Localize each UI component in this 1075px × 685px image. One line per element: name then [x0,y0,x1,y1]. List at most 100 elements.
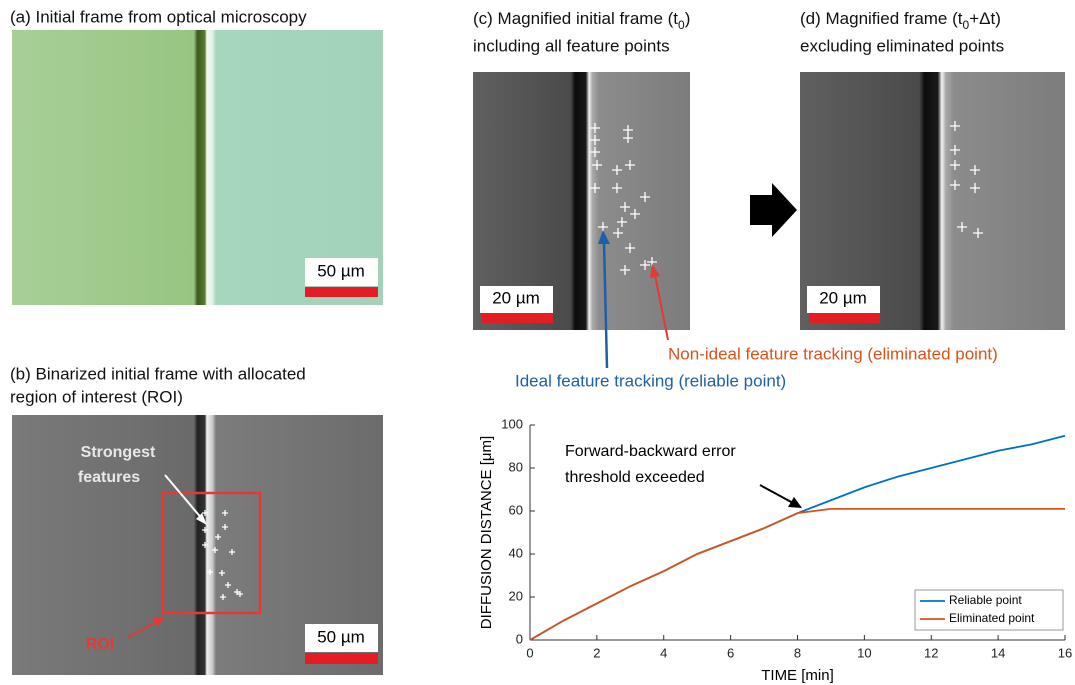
feature-point [640,192,650,202]
panel-title: excluding eliminated points [800,36,1004,55]
x-tick-label: 12 [924,645,938,660]
scale-bar [305,653,378,664]
feature-point [219,570,225,576]
feature-point [617,217,627,227]
feature-points [590,123,657,275]
y-tick-label: 60 [509,502,523,517]
y-axis-label: DIFFUSION DISTANCE [μm] [478,436,495,629]
feature-point [590,147,600,157]
feature-point [220,594,226,600]
y-tick-label: 0 [516,631,523,646]
scale-bar [482,313,553,323]
x-tick-label: 6 [727,645,734,660]
legend-label: Reliable point [949,593,1022,607]
feature-point [950,145,960,155]
panel-title: region of interest (ROI) [10,387,183,406]
scale-bar-bg [480,286,553,313]
feature-point [625,243,635,253]
feature-point [592,160,602,170]
scale-bar [305,287,378,297]
scale-bar [809,313,880,323]
feature-point [590,123,600,133]
feature-point [202,542,208,548]
arrow [750,183,797,237]
annotation: ROI [86,636,114,653]
feature-point [625,160,635,170]
panel-title: (a) Initial frame from optical microscop… [10,7,307,26]
x-tick-label: 4 [660,645,667,660]
arrowhead [598,230,610,244]
feature-point [613,228,623,238]
feature-points [950,121,983,238]
arrow [654,274,669,341]
y-tick-label: 40 [509,545,523,560]
scale-bar-label: 50 µm [317,627,365,646]
scale-bar-bg [305,624,378,652]
chart: 0 20 40 60 80 100 0 2 4 6 8 10 12 14 16 TIME [min] DIFFU… [478,416,1072,684]
scale-bar-label: 20 µm [492,288,540,307]
feature-point [229,549,235,555]
feature-point [222,524,228,530]
annotation: Ideal feature tracking (reliable point) [515,371,786,390]
panel-title: (b) Binarized initial frame with allocat… [10,364,306,383]
feature-point [215,534,221,540]
arrowhead [650,264,660,278]
feature-point [970,165,980,175]
arrow [126,619,161,639]
scale-bar-bg [807,286,880,313]
feature-point [612,183,622,193]
feature-point [222,510,228,516]
chart-annotation: threshold exceeded [565,469,705,486]
feature-point [590,183,600,193]
roi-box [161,491,262,615]
feature-point [950,160,960,170]
scale-bar-label: 50 µm [317,261,365,280]
feature-point [640,260,650,270]
line-series [529,507,1065,641]
y-tick-label: 20 [509,588,523,603]
x-tick-label: 2 [593,645,600,660]
feature-point [202,527,208,533]
feature-point [612,165,622,175]
arrow [164,474,204,521]
panel-title: (c) Magnified initial frame (t0) [473,9,690,32]
panel-title: (d) Magnified frame (t0+Δt) [800,9,1001,32]
feature-point [630,209,640,219]
feature-point [973,228,983,238]
feature-point [207,569,213,575]
scale-bar-bg [305,258,378,286]
feature-point [212,547,218,553]
legend-label: Eliminated point [949,611,1035,625]
feature-point [620,265,630,275]
x-tick-label: 14 [991,645,1005,660]
chart-annotation: Forward-backward error [565,443,736,460]
arrowhead [153,617,165,627]
feature-point [623,133,633,143]
x-tick-label: 16 [1058,645,1072,660]
feature-point [957,222,967,232]
x-axis-label: TIME [min] [761,667,834,684]
x-tick-label: 8 [794,645,801,660]
annotation: Non-ideal feature tracking (eliminated p… [668,344,998,363]
feature-point [225,582,231,588]
scale-bar-label: 20 µm [819,288,867,307]
y-tick-label: 80 [509,459,523,474]
arrow [759,484,794,504]
arrow [602,241,609,369]
x-tick-label: 10 [857,645,871,660]
feature-point [950,180,960,190]
feature-point [950,121,960,131]
arrowhead [196,513,207,525]
annotation: features [78,469,140,486]
arrowhead [788,497,802,508]
annotation: Strongest [81,444,156,461]
panel-title: including all feature points [473,36,670,55]
feature-points [202,510,243,600]
feature-point [970,183,980,193]
x-tick-label: 0 [526,645,533,660]
legend-box [914,589,1064,631]
feature-point [620,202,630,212]
feature-point [202,510,208,516]
feature-point [237,591,243,597]
feature-point [590,135,600,145]
